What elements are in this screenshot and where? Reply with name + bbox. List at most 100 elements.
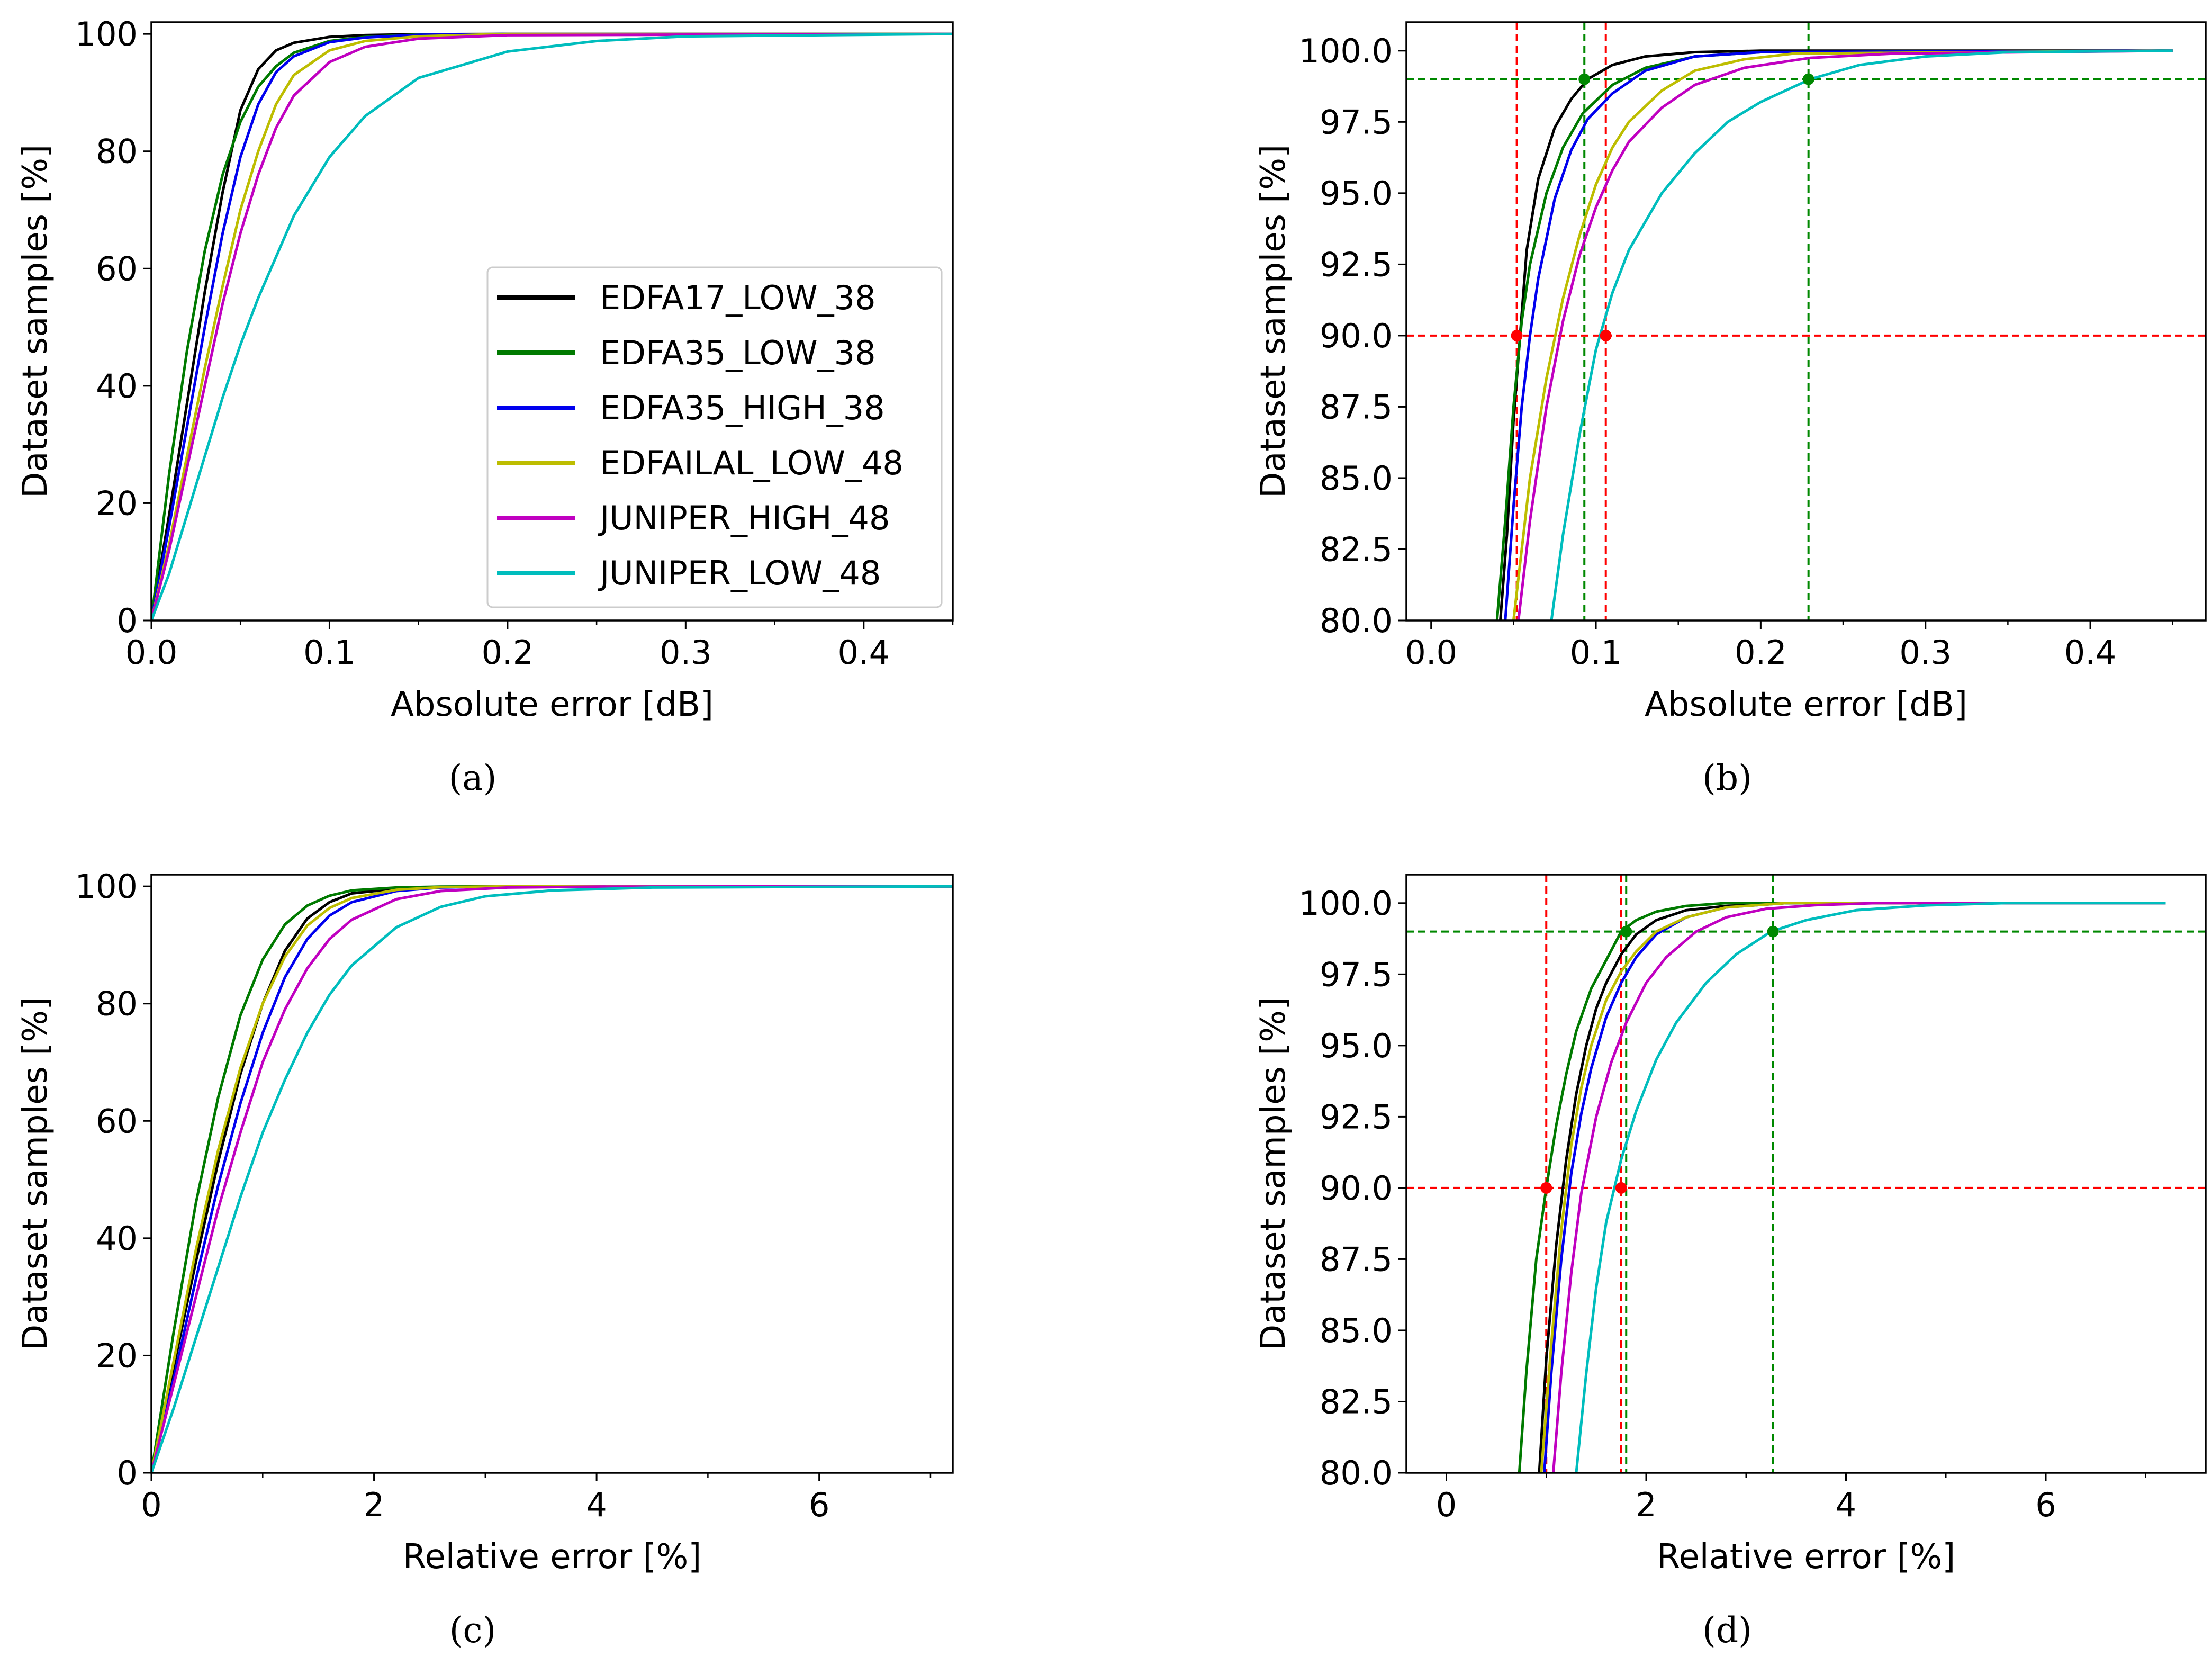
x-tick-label: 0.2 — [1735, 633, 1787, 672]
series-line-juniper-low-48 — [151, 885, 953, 1473]
y-tick-label: 80.0 — [1320, 1454, 1393, 1492]
series-line-juniper-high-48 — [151, 32, 953, 620]
panel-caption: (b) — [1702, 758, 1752, 798]
threshold-marker-ref_90 — [1511, 329, 1523, 341]
x-tick-label: 6 — [809, 1486, 829, 1524]
series-line-edfa35-low-38 — [1518, 902, 2166, 1473]
y-tick-label: 80 — [96, 985, 138, 1023]
x-axis-label: Absolute error [dB] — [1645, 685, 1967, 724]
series-group — [1495, 49, 2173, 620]
legend: EDFA17_LOW_38 EDFA35_LOW_38 EDFA35_HIGH_38… — [486, 266, 943, 608]
y-tick-label: 90.0 — [1320, 317, 1393, 355]
x-tick-label: 0.0 — [125, 633, 178, 672]
x-tick-label: 0.2 — [482, 633, 534, 672]
series-line-edfa35-high-38 — [151, 885, 953, 1473]
y-tick-label: 0 — [117, 1454, 138, 1492]
x-tick-label: 2 — [364, 1486, 384, 1524]
y-tick-label: 100.0 — [1299, 884, 1393, 923]
series-line-juniper-low-48 — [151, 32, 953, 620]
y-tick-label: 97.5 — [1320, 955, 1393, 994]
y-tick-label: 0 — [117, 601, 138, 640]
threshold-marker-ref_90 — [1600, 329, 1612, 341]
series-group — [1518, 902, 2166, 1473]
plot-frame — [1405, 874, 2207, 1474]
reference-lines — [1406, 22, 2206, 620]
y-axis-label: Dataset samples [%] — [16, 997, 55, 1351]
panel-caption: (d) — [1702, 1610, 1752, 1651]
threshold-marker-ref_99 — [1578, 73, 1591, 85]
y-axis-label: Dataset samples [%] — [16, 145, 55, 498]
x-tick-label: 0.1 — [1570, 633, 1622, 672]
threshold-marker-ref_99 — [1802, 73, 1814, 85]
y-tick-label: 95.0 — [1320, 1027, 1393, 1065]
y-tick-label: 60 — [96, 249, 138, 288]
legend-label: EDFA17_LOW_38 — [600, 278, 876, 317]
y-tick-label: 80.0 — [1320, 601, 1393, 640]
panel-caption: (c) — [449, 1610, 496, 1651]
y-tick-label: 40 — [96, 1219, 138, 1258]
series-line-edfa17-low-38 — [1538, 902, 2166, 1473]
y-tick-label: 95.0 — [1320, 174, 1393, 213]
y-tick-label: 85.0 — [1320, 459, 1393, 498]
series-line-edfa35-low-38 — [151, 885, 953, 1473]
threshold-marker-ref_99 — [1767, 925, 1779, 938]
x-tick-label: 0 — [1436, 1486, 1457, 1524]
chart-panel-2: 0.0 0.1 0.2 0.3 0.4 80.0 82.5 85.0 87.5 90.0 92.5 9… — [1254, 21, 2207, 798]
x-tick-label: 0.3 — [660, 633, 712, 672]
plot-frame — [1405, 21, 2207, 622]
legend-box — [486, 266, 943, 608]
y-tick-label: 100 — [75, 15, 138, 53]
y-tick-label: 90.0 — [1320, 1169, 1393, 1208]
y-tick-label: 80 — [96, 132, 138, 171]
x-tick-label: 6 — [2035, 1486, 2056, 1524]
legend-label: EDFA35_HIGH_38 — [600, 389, 885, 427]
x-axis-label: Absolute error [dB] — [391, 685, 714, 724]
series-line-edfa17-low-38 — [151, 885, 953, 1473]
x-tick-label: 4 — [586, 1486, 607, 1524]
series-group — [151, 32, 953, 620]
series-line-juniper-low-48 — [1550, 49, 2173, 620]
y-axis-label: Dataset samples [%] — [1254, 145, 1293, 498]
y-tick-label: 60 — [96, 1102, 138, 1140]
y-tick-label: 85.0 — [1320, 1311, 1393, 1350]
series-line-edfailal-low-48 — [1540, 902, 2166, 1473]
threshold-marker-ref_99 — [1620, 925, 1632, 938]
y-tick-label: 100 — [75, 867, 138, 906]
chart-panel-4: 0 2 4 6 80.0 82.5 85.0 87.5 90.0 92.5 95.0 97.5 100.… — [1254, 874, 2207, 1651]
y-tick-label: 40 — [96, 367, 138, 406]
y-axis-label: Dataset samples [%] — [1254, 997, 1293, 1351]
series-line-juniper-high-48 — [151, 885, 953, 1473]
y-tick-label: 87.5 — [1320, 1240, 1393, 1279]
x-axis-label: Relative error [%] — [1657, 1537, 1955, 1577]
x-tick-label: 0.0 — [1405, 633, 1457, 672]
panel-caption: (a) — [449, 758, 497, 798]
plot-frame — [150, 874, 954, 1474]
series-line-juniper-high-48 — [1552, 902, 2166, 1473]
series-line-edfailal-low-48 — [151, 885, 953, 1473]
series-line-edfailal-low-48 — [151, 32, 953, 620]
legend-label: EDFA35_LOW_38 — [600, 334, 876, 372]
legend-label: EDFAILAL_LOW_48 — [600, 444, 904, 482]
threshold-marker-ref_90 — [1615, 1182, 1627, 1194]
y-tick-label: 87.5 — [1320, 388, 1393, 426]
x-tick-label: 0.3 — [1899, 633, 1952, 672]
series-line-edfailal-low-48 — [1512, 49, 2173, 620]
legend-label: JUNIPER_HIGH_48 — [598, 499, 890, 537]
x-tick-label: 4 — [1836, 1486, 1856, 1524]
threshold-marker-ref_90 — [1540, 1182, 1552, 1194]
series-line-edfa35-high-38 — [1504, 49, 2173, 620]
y-tick-label: 92.5 — [1320, 245, 1393, 284]
x-axis-label: Relative error [%] — [403, 1537, 701, 1577]
y-tick-label: 82.5 — [1320, 1382, 1393, 1421]
series-line-juniper-high-48 — [1517, 49, 2173, 620]
series-group — [151, 885, 953, 1473]
x-tick-label: 0.4 — [837, 633, 890, 672]
y-tick-label: 82.5 — [1320, 530, 1393, 569]
y-tick-label: 100.0 — [1299, 32, 1393, 70]
x-tick-label: 0.1 — [303, 633, 356, 672]
series-line-edfa35-high-38 — [151, 32, 953, 620]
y-tick-label: 20 — [96, 1336, 138, 1375]
y-tick-label: 20 — [96, 484, 138, 523]
